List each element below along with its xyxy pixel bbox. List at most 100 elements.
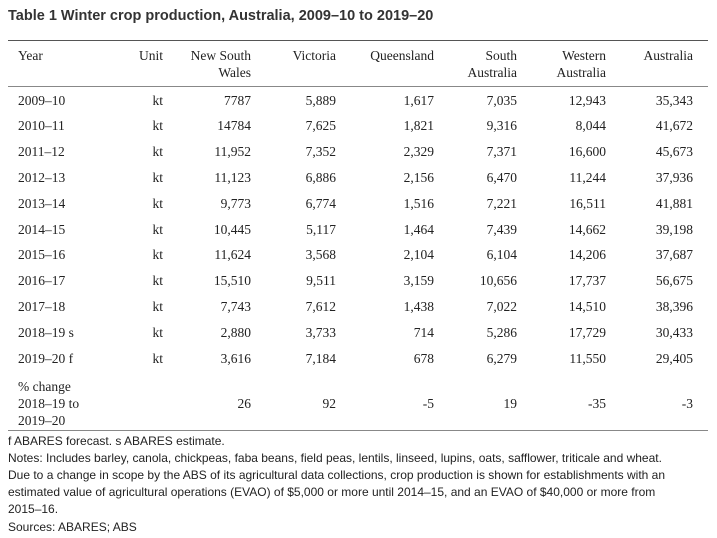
- row-label: 2012–13: [18, 169, 66, 185]
- cell: 678: [413, 350, 434, 366]
- cell: 6,470: [486, 169, 517, 185]
- cell: 9,773: [220, 195, 251, 211]
- cell: kt: [152, 221, 163, 237]
- cell: 16,600: [568, 144, 606, 160]
- cell: 17,737: [568, 273, 606, 289]
- column-header: Australia: [467, 64, 518, 80]
- cell: 30,433: [655, 324, 693, 340]
- column-header: Wales: [218, 64, 251, 80]
- column-header: Australia: [556, 64, 607, 80]
- cell: kt: [152, 195, 163, 211]
- row-label: 2016–17: [18, 273, 66, 289]
- row-label: 2010–11: [18, 118, 65, 134]
- cell: 11,624: [214, 247, 251, 263]
- cell: 1,821: [403, 118, 434, 134]
- cell: 7,035: [486, 92, 517, 108]
- footnote: Notes: Includes barley, canola, chickpea…: [8, 450, 662, 465]
- row-label: 2015–16: [18, 247, 66, 263]
- cell: kt: [152, 350, 163, 366]
- cell: 37,936: [655, 169, 693, 185]
- row-label: 2019–20 f: [18, 350, 74, 366]
- cell: 37,687: [655, 247, 693, 263]
- cell: 6,886: [305, 169, 336, 185]
- cell: 16,511: [569, 195, 606, 211]
- cell: 11,952: [214, 144, 251, 160]
- cell: 11,123: [214, 169, 251, 185]
- cell: 7,352: [305, 144, 336, 160]
- cell: 14,206: [568, 247, 606, 263]
- footnote: 2015–16.: [8, 502, 59, 517]
- cell: 3,733: [305, 324, 336, 340]
- column-header: Year: [18, 47, 43, 63]
- cell: kt: [152, 118, 163, 134]
- cell: 11,244: [569, 169, 606, 185]
- cell: kt: [152, 169, 163, 185]
- cell: 2,156: [403, 169, 434, 185]
- column-header: South: [485, 47, 517, 63]
- cell: 714: [413, 324, 434, 340]
- cell: 10,656: [479, 273, 517, 289]
- cell: 7,221: [486, 195, 517, 211]
- cell: 35,343: [655, 92, 693, 108]
- row-label: 2011–12: [18, 144, 65, 160]
- column-header: Australia: [643, 47, 694, 63]
- cell: 3,616: [220, 350, 251, 366]
- cell: 29,405: [655, 350, 693, 366]
- row-label: 2019–20: [18, 412, 66, 428]
- cell: 7,022: [486, 298, 517, 314]
- cell: 2,329: [403, 144, 434, 160]
- cell: 7,439: [486, 221, 517, 237]
- cell: 1,464: [403, 221, 434, 237]
- cell: 7,184: [305, 350, 336, 366]
- title: Table 1 Winter crop production, Australi…: [8, 8, 434, 24]
- cell: 45,673: [655, 144, 693, 160]
- cell: 14,662: [568, 221, 606, 237]
- cell: 17,729: [568, 324, 606, 340]
- row-label: 2018–19 to: [18, 395, 80, 411]
- top-rule: [8, 40, 708, 41]
- cell: 10,445: [213, 221, 251, 237]
- cell: -3: [681, 395, 693, 411]
- row-label: 2013–14: [18, 195, 66, 211]
- cell: 56,675: [655, 273, 693, 289]
- cell: 6,104: [486, 247, 517, 263]
- cell: 6,774: [305, 195, 336, 211]
- cell: 5,286: [486, 324, 517, 340]
- cell: 1,438: [403, 298, 434, 314]
- footnote: estimated value of agricultural operatio…: [8, 485, 656, 500]
- cell: 7,625: [305, 118, 336, 134]
- cell: 39,198: [655, 221, 693, 237]
- cell: 5,117: [306, 221, 336, 237]
- cell: 9,316: [486, 118, 517, 134]
- row-label: % change: [18, 378, 71, 394]
- cell: 26: [237, 395, 252, 411]
- cell: 12,943: [568, 92, 606, 108]
- cell: 3,568: [305, 247, 336, 263]
- cell: 3,159: [403, 273, 434, 289]
- cell: 6,279: [486, 350, 517, 366]
- cell: 41,672: [655, 118, 693, 134]
- cell: kt: [152, 324, 163, 340]
- cell: 92: [322, 395, 337, 411]
- cell: 19: [503, 395, 518, 411]
- footnote: Sources: ABARES; ABS: [8, 519, 137, 534]
- cell: 7,743: [220, 298, 251, 314]
- column-header: Unit: [138, 47, 163, 63]
- header-rule: [8, 86, 708, 87]
- row-label: 2018–19 s: [18, 324, 74, 340]
- cell: 9,511: [306, 273, 336, 289]
- bottom-rule: [8, 430, 708, 431]
- row-label: 2009–10: [18, 92, 66, 108]
- row-label: 2014–15: [18, 221, 66, 237]
- column-header: New South: [190, 47, 251, 63]
- cell: kt: [152, 298, 163, 314]
- cell: -35: [588, 395, 606, 411]
- cell: 8,044: [575, 118, 606, 134]
- cell: 14784: [217, 118, 251, 134]
- column-header: Western: [562, 47, 606, 63]
- cell: kt: [152, 92, 163, 108]
- cell: 1,617: [403, 92, 434, 108]
- cell: 14,510: [568, 298, 606, 314]
- cell: 7787: [224, 92, 251, 108]
